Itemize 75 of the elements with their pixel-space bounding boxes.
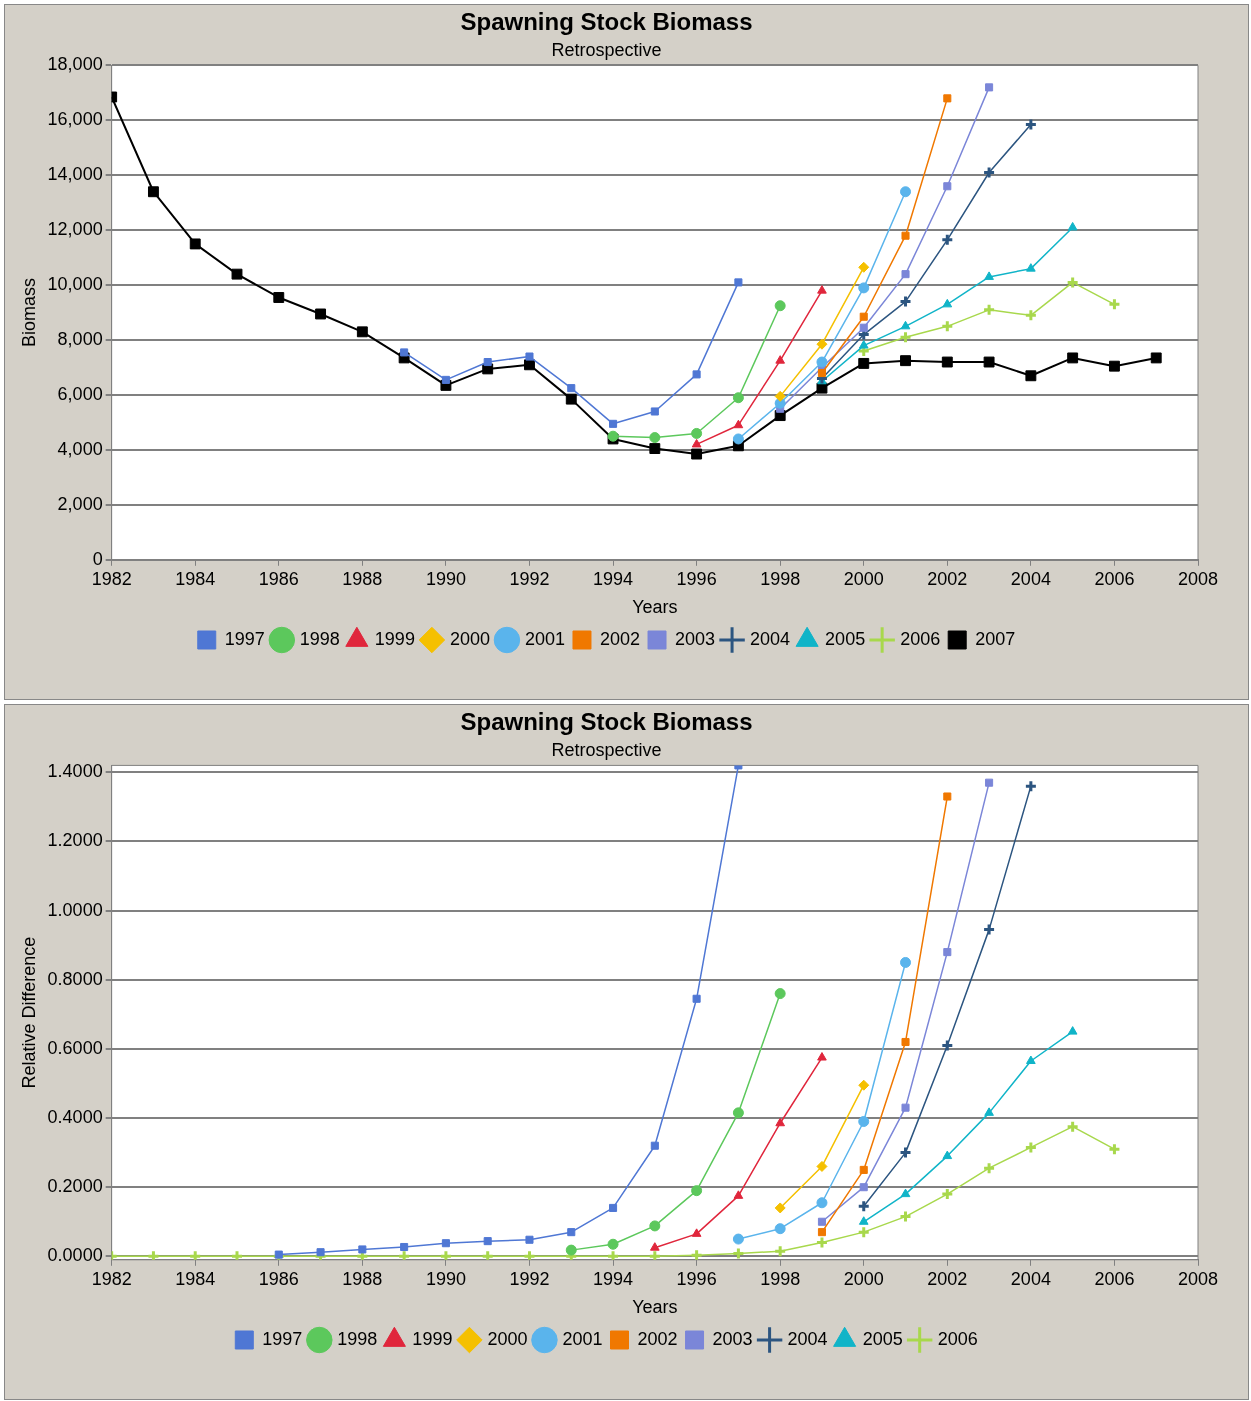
x-tick-label: 2008 xyxy=(1177,568,1219,589)
legend-label: 2005 xyxy=(825,628,866,649)
legend-label: 2002 xyxy=(599,628,641,649)
x-tick-label: 1998 xyxy=(760,1268,801,1289)
chart-subtitle: Retrospective xyxy=(551,739,662,760)
y-tick-label: 8,000 xyxy=(57,329,103,350)
y-tick-label: 1.0000 xyxy=(47,899,103,920)
legend-label: 2005 xyxy=(862,1328,903,1349)
y-tick-label: 1.4000 xyxy=(47,761,103,782)
legend-label: 2006 xyxy=(900,628,941,649)
chart-title: Spawning Stock Biomass xyxy=(460,8,753,36)
x-tick-label: 1996 xyxy=(676,568,717,589)
x-tick-label: 1998 xyxy=(760,568,801,589)
x-tick-label: 1994 xyxy=(593,568,634,589)
x-tick-label: 2006 xyxy=(1094,1268,1135,1289)
x-tick-label: 2006 xyxy=(1094,568,1135,589)
x-tick-label: 1996 xyxy=(676,1268,717,1289)
x-tick-label: 2002 xyxy=(927,1268,968,1289)
y-tick-label: 0.6000 xyxy=(47,1037,103,1058)
legend-label: 2000 xyxy=(449,628,490,649)
legend-label: 2003 xyxy=(712,1328,753,1349)
x-tick-label: 2000 xyxy=(843,568,884,589)
x-tick-label: 1988 xyxy=(342,1268,383,1289)
chart-title: Spawning Stock Biomass xyxy=(460,708,753,736)
y-tick-label: 6,000 xyxy=(57,383,103,404)
x-axis-title: Years xyxy=(632,597,678,618)
x-axis-title: Years xyxy=(632,1297,678,1318)
y-axis-title: Biomass xyxy=(18,278,39,348)
x-tick-label: 1984 xyxy=(175,568,216,589)
y-tick-label: 14,000 xyxy=(47,164,103,185)
x-tick-label: 1992 xyxy=(509,568,550,589)
legend-label: 1999 xyxy=(412,1328,453,1349)
legend-label: 2001 xyxy=(524,628,565,649)
chart-subtitle: Retrospective xyxy=(551,39,662,60)
legend-label: 2002 xyxy=(637,1328,678,1349)
legend-label: 2001 xyxy=(562,1328,603,1349)
legend-label: 2000 xyxy=(487,1328,528,1349)
x-tick-label: 1990 xyxy=(425,568,466,589)
x-tick-label: 1982 xyxy=(91,1268,132,1289)
y-tick-label: 1.2000 xyxy=(47,830,103,851)
y-tick-label: 12,000 xyxy=(47,219,103,240)
legend-label: 1997 xyxy=(224,628,265,649)
y-tick-label: 0.4000 xyxy=(47,1107,103,1128)
y-tick-label: 0 xyxy=(92,548,103,569)
x-tick-label: 1990 xyxy=(425,1268,466,1289)
x-tick-label: 1994 xyxy=(593,1268,634,1289)
y-tick-label: 18,000 xyxy=(47,54,103,75)
legend-label: 2004 xyxy=(787,1328,828,1349)
y-tick-label: 16,000 xyxy=(47,109,103,130)
x-tick-label: 1982 xyxy=(91,568,132,589)
y-tick-label: 0.8000 xyxy=(47,968,103,989)
legend-label: 1998 xyxy=(337,1328,378,1349)
legend-label: 1998 xyxy=(299,628,340,649)
legend-label: 2006 xyxy=(937,1328,978,1349)
x-tick-label: 2002 xyxy=(927,568,968,589)
y-tick-label: 4,000 xyxy=(57,438,103,459)
x-tick-label: 2000 xyxy=(843,1268,884,1289)
legend-label: 2004 xyxy=(750,628,791,649)
y-tick-label: 0.0000 xyxy=(47,1245,103,1266)
y-axis-title: Relative Difference xyxy=(18,936,39,1089)
x-tick-label: 2004 xyxy=(1010,568,1051,589)
x-tick-label: 2008 xyxy=(1177,1268,1219,1289)
y-tick-label: 10,000 xyxy=(47,274,103,295)
legend-label: 1997 xyxy=(262,1328,303,1349)
legend-label: 1999 xyxy=(374,628,415,649)
x-tick-label: 1986 xyxy=(258,568,299,589)
y-tick-label: 2,000 xyxy=(57,493,103,514)
legend-label: 2007 xyxy=(975,628,1016,649)
x-tick-label: 1986 xyxy=(258,1268,299,1289)
legend-label: 2003 xyxy=(675,628,716,649)
x-tick-label: 2004 xyxy=(1010,1268,1051,1289)
x-tick-label: 1992 xyxy=(509,1268,550,1289)
y-tick-label: 0.2000 xyxy=(47,1176,103,1197)
x-tick-label: 1984 xyxy=(175,1268,216,1289)
x-tick-label: 1988 xyxy=(342,568,383,589)
